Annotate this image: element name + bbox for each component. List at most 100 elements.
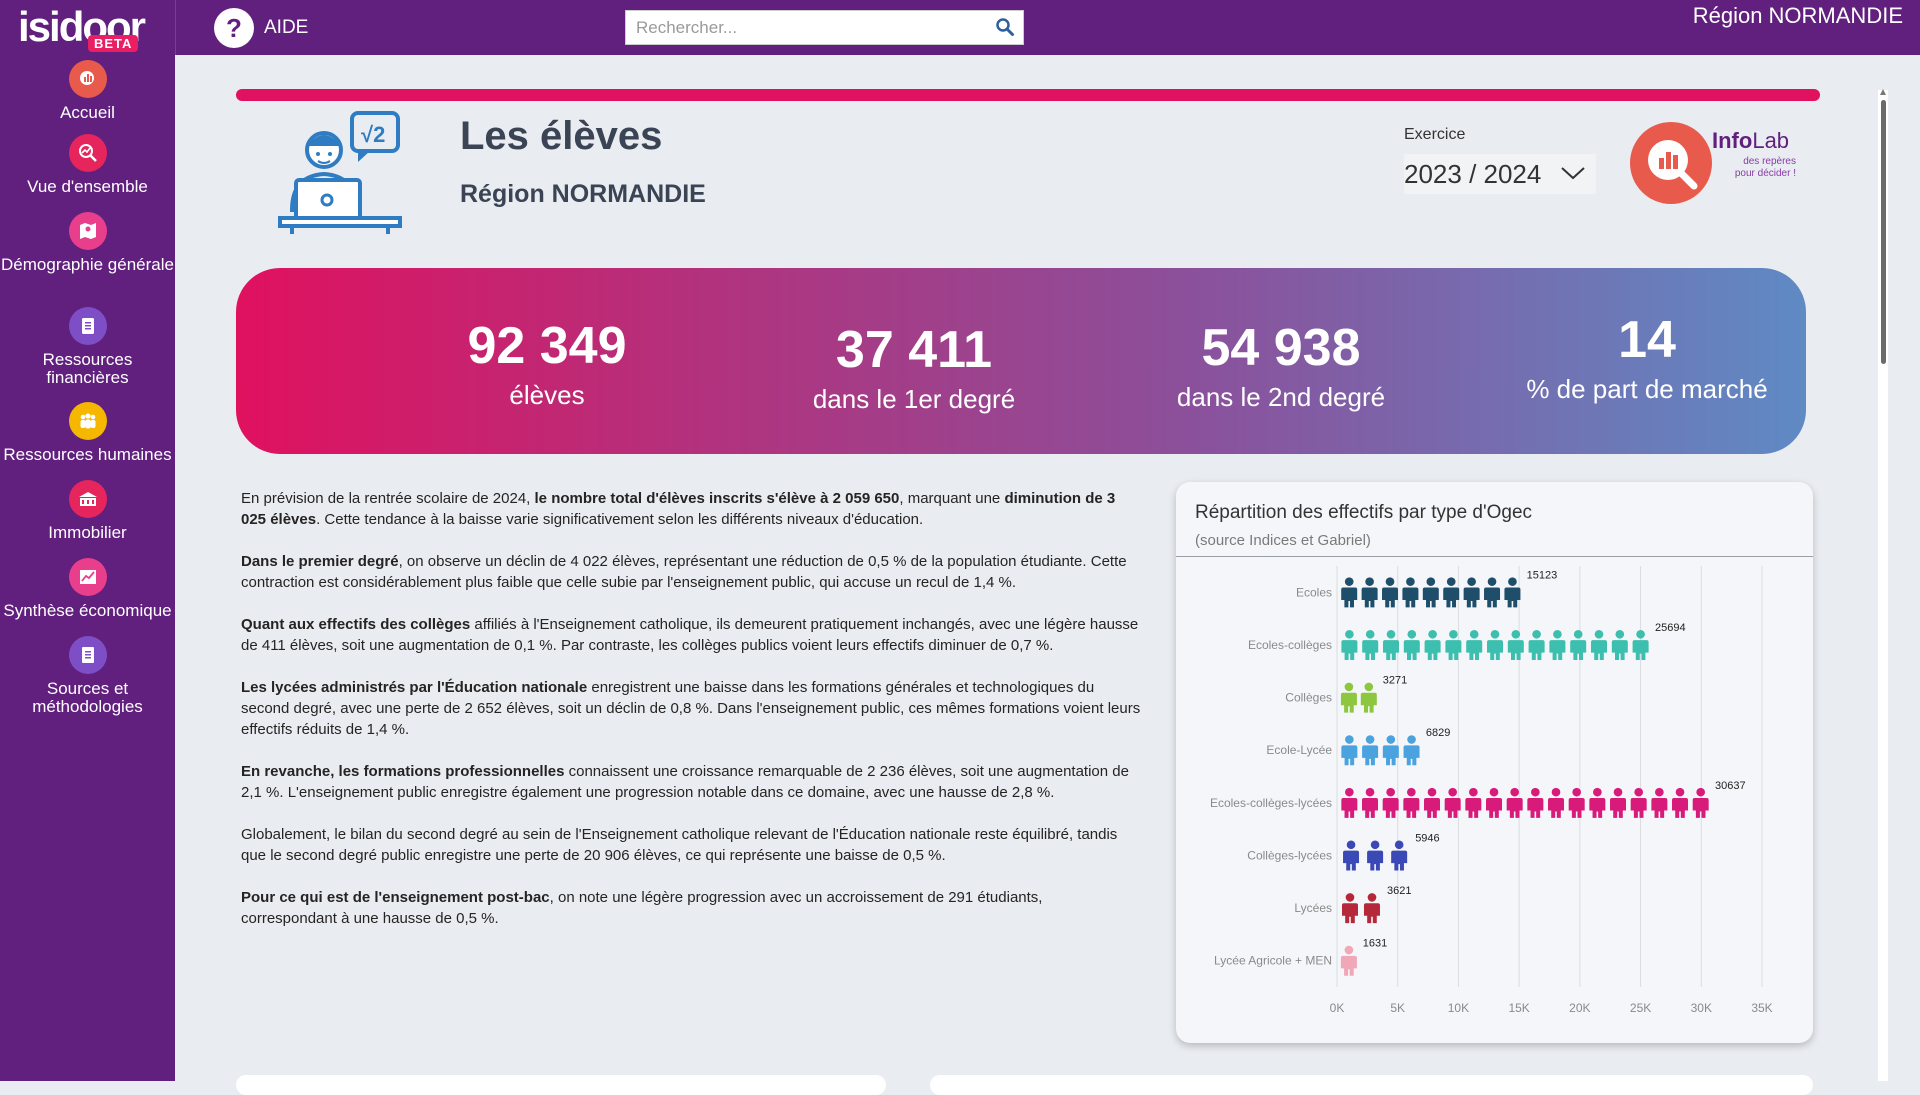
scrollbar-track[interactable] [1878, 90, 1888, 1081]
exercise-value: 2023 / 2024 [1404, 158, 1542, 189]
data-label: 3621 [1387, 885, 1411, 897]
person-icon [1610, 787, 1627, 818]
person-icon [1362, 629, 1379, 660]
bar[interactable] [1341, 577, 1521, 608]
bar[interactable] [1340, 945, 1357, 976]
category-label: Collèges [1285, 691, 1332, 705]
kpi-value: 37 411 [835, 321, 993, 379]
search-icon[interactable] [995, 17, 1015, 37]
person-icon [1343, 840, 1360, 871]
region-name: Région NORMANDIE [1692, 3, 1903, 28]
page-title: Les élèves [460, 114, 663, 158]
person-icon [1590, 629, 1607, 660]
help-button[interactable]: ? AIDE [214, 8, 308, 48]
data-label: 15123 [1527, 569, 1558, 581]
person-icon [1527, 787, 1544, 818]
sidebar-item-label: Démographie générale [1, 255, 174, 274]
pictogram-bar-chart: 0K 5K 10K 15K 20K 25K 30K 35K Ecoles 15123 Ecoles-… [1210, 566, 1773, 1015]
document-icon [68, 636, 107, 674]
help-label: AIDE [264, 17, 309, 38]
exercise-dropdown[interactable]: 2023 / 2024 [1404, 154, 1596, 194]
scrollbar-thumb[interactable] [1881, 100, 1886, 364]
kpi-second-degre: 54 938 dans le 2nd degré [1116, 318, 1446, 413]
person-icon [1341, 629, 1358, 660]
person-icon [1382, 735, 1399, 766]
bottom-card-right [930, 1075, 1813, 1095]
topbar-divider [175, 0, 176, 55]
infolab-wordmark: InfoLab [1712, 128, 1789, 154]
scroll-up-arrow-icon[interactable] [1879, 88, 1887, 96]
sidebar-item-vue-ensemble[interactable]: Vue d'ensemble [0, 134, 175, 196]
search-box[interactable] [625, 10, 1024, 45]
person-icon [1651, 787, 1668, 818]
analysis-paragraph: Globalement, le bilan du second degré au… [241, 826, 1118, 864]
bar[interactable] [1340, 682, 1377, 713]
person-icon [1672, 787, 1689, 818]
person-icon [1549, 629, 1566, 660]
infolab-brand-a: Info [1712, 128, 1753, 153]
person-icon [1424, 629, 1441, 660]
x-tick-label: 25K [1630, 1001, 1651, 1015]
person-icon [1341, 893, 1358, 924]
sidebar-item-ressources-financieres[interactable]: Ressources financières [0, 307, 175, 387]
person-icon [1463, 577, 1480, 608]
person-icon [1422, 577, 1439, 608]
person-icon [1632, 629, 1649, 660]
map-icon [68, 212, 107, 250]
sidebar-item-label: Ressources humaines [3, 445, 172, 464]
kpi-label: élèves [509, 380, 585, 410]
category-label: Ecoles [1296, 585, 1332, 599]
category-label: Lycée Agricole + MEN [1214, 954, 1332, 968]
category-label: Ecoles-collèges [1248, 638, 1332, 652]
person-icon [1570, 629, 1587, 660]
bar[interactable] [1341, 787, 1709, 818]
bar[interactable] [1341, 629, 1649, 660]
student-laptop-illustration: √2 [278, 111, 402, 234]
person-icon [1403, 787, 1420, 818]
sidebar-item-immobilier[interactable]: Immobilier [0, 480, 175, 542]
bar[interactable] [1341, 735, 1420, 766]
kpi-label: dans le 1er degré [812, 384, 1016, 414]
infolab-logo: InfoLab des repères pour décider ! [1630, 122, 1800, 208]
person-icon [1611, 629, 1628, 660]
person-icon [1340, 682, 1357, 713]
analysis-paragraph: Les lycées administrés par l'Éducation n… [241, 679, 1141, 738]
isidoor-logo[interactable]: isidoor BETA [18, 5, 146, 53]
people-icon [68, 402, 107, 440]
person-icon [1382, 577, 1399, 608]
person-icon [1424, 787, 1441, 818]
sidebar-item-label: Sources et méthodologies [32, 679, 143, 716]
bar[interactable] [1343, 840, 1408, 871]
chevron-down-icon [1561, 167, 1585, 180]
person-icon [1486, 787, 1503, 818]
building-icon [68, 480, 107, 518]
kpi-part-marche: 14 % de part de marché [1482, 310, 1812, 405]
svg-text:√2: √2 [361, 122, 385, 147]
person-icon [1391, 840, 1408, 871]
chart-subtitle: (source Indices et Gabriel) [1195, 532, 1371, 549]
person-icon [1504, 577, 1521, 608]
kpi-value: 14 [1618, 311, 1676, 369]
category-label: Ecoles-collèges-lycées [1210, 796, 1332, 810]
person-icon [1443, 577, 1460, 608]
data-label: 30637 [1715, 780, 1746, 792]
analysis-paragraph: Dans le premier degré, on observe un déc… [241, 553, 1127, 591]
category-label: Ecole-Lycée [1266, 743, 1332, 757]
sidebar-item-synthese-economique[interactable]: Synthèse économique [0, 558, 175, 620]
category-label: Collèges-lycées [1247, 848, 1332, 862]
sidebar-item-sources[interactable]: Sources et méthodologies [0, 636, 175, 716]
sidebar-item-ressources-humaines[interactable]: Ressources humaines [0, 402, 175, 464]
person-icon [1692, 787, 1709, 818]
search-input[interactable] [634, 11, 978, 44]
sidebar-item-accueil[interactable]: Accueil [0, 60, 175, 122]
kpi-label: % de part de marché [1526, 374, 1768, 404]
person-icon [1630, 787, 1647, 818]
person-icon [1382, 629, 1399, 660]
person-icon [1484, 577, 1501, 608]
bar[interactable] [1341, 893, 1380, 924]
x-tick-label: 20K [1569, 1001, 1590, 1015]
sidebar-item-demographie[interactable]: Démographie générale [0, 212, 175, 274]
data-label: 3271 [1383, 675, 1407, 687]
x-tick-label: 30K [1691, 1001, 1712, 1015]
page-subtitle: Région NORMANDIE [460, 180, 706, 208]
